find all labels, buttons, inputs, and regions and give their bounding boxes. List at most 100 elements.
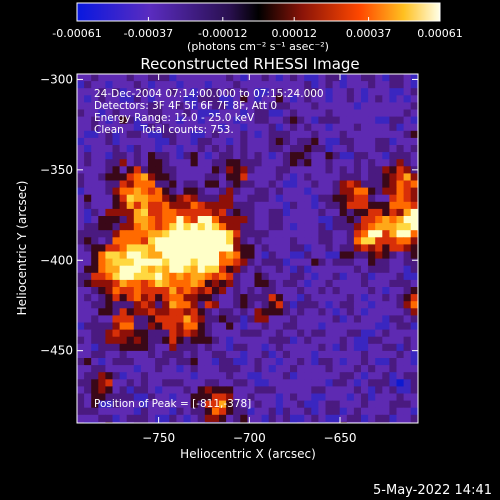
heatmap-cell (240, 322, 248, 330)
heatmap-cell (77, 386, 85, 394)
heatmap-cell (133, 152, 142, 160)
heatmap-cell (155, 407, 163, 416)
heatmap-cell (353, 258, 362, 267)
heatmap-cell (133, 308, 142, 316)
heatmap-cell (311, 258, 319, 267)
heatmap-cell (368, 287, 376, 295)
heatmap-cell (403, 421, 412, 423)
heatmap-cell (183, 336, 191, 345)
heatmap-cell (346, 237, 355, 245)
heatmap-cell (389, 308, 397, 316)
heatmap-cell (368, 294, 376, 302)
heatmap-cell (290, 386, 298, 394)
heatmap-cell (204, 152, 213, 160)
heatmap-cell (361, 109, 369, 117)
heatmap-cell (112, 152, 120, 160)
heatmap-cell (197, 336, 206, 345)
heatmap-cell (119, 372, 128, 380)
heatmap-cell (190, 88, 199, 96)
heatmap-cell (353, 294, 362, 302)
heatmap-cell (240, 372, 248, 380)
heatmap-cell (396, 237, 404, 245)
heatmap-cell (197, 166, 206, 174)
heatmap-cell (91, 258, 99, 267)
heatmap-cell (162, 88, 170, 96)
y-axis-ticks: −300−350−400−450 (40, 72, 418, 358)
heatmap-cell (382, 123, 390, 132)
heatmap-cell (254, 350, 262, 359)
heatmap-cell (162, 336, 170, 345)
heatmap-cell (339, 379, 348, 387)
heatmap-cell (233, 216, 241, 224)
heatmap-cell (148, 223, 156, 231)
heatmap-cell (254, 116, 262, 125)
heatmap-cell (247, 152, 255, 160)
heatmap-cell (261, 315, 270, 323)
heatmap-cell (311, 301, 319, 309)
heatmap-cell (332, 152, 341, 160)
heatmap-cell (325, 81, 333, 89)
heatmap-cell (304, 244, 312, 252)
heatmap-cell (133, 223, 142, 231)
heatmap-cell (162, 166, 170, 174)
heatmap-cell (254, 421, 262, 423)
heatmap-cell (318, 329, 326, 338)
heatmap-cell (375, 145, 383, 153)
heatmap-cell (375, 379, 383, 387)
heatmap-cell (297, 116, 305, 125)
heatmap-cell (226, 74, 234, 82)
heatmap-cell (211, 102, 220, 110)
heatmap-cell (417, 152, 418, 160)
heatmap-cell (112, 137, 120, 146)
heatmap-cell (268, 386, 277, 394)
heatmap-cell (183, 180, 191, 188)
heatmap-cell (290, 350, 298, 359)
heatmap-cell (197, 230, 206, 238)
heatmap-cell (183, 343, 191, 352)
heatmap-cell (226, 322, 234, 330)
heatmap-cell (140, 201, 149, 210)
heatmap-cell (318, 216, 326, 224)
heatmap-cell (311, 109, 319, 117)
heatmap-cell (339, 201, 348, 210)
heatmap-cell (204, 109, 213, 117)
heatmap-cell (183, 137, 191, 146)
heatmap-cell (254, 315, 262, 323)
heatmap-cell (403, 343, 412, 352)
heatmap-cell (304, 180, 312, 188)
heatmap-cell (361, 230, 369, 238)
heatmap-cell (325, 88, 333, 96)
heatmap-cell (290, 187, 298, 196)
heatmap-cell (219, 166, 227, 174)
heatmap-cell (268, 365, 277, 373)
heatmap-cell (361, 223, 369, 231)
heatmap-cell (318, 208, 326, 217)
heatmap-cell (389, 265, 397, 274)
heatmap-cell (204, 194, 213, 203)
heatmap-cell (346, 393, 355, 401)
heatmap-cell (318, 145, 326, 153)
heatmap-cell (126, 358, 135, 366)
heatmap-cell (361, 287, 369, 295)
heatmap-cell (119, 88, 128, 96)
heatmap-cell (403, 116, 412, 125)
heatmap-cell (119, 421, 128, 423)
heatmap-cell (133, 421, 142, 423)
heatmap-cell (148, 272, 156, 281)
heatmap-cell (375, 95, 383, 103)
heatmap-cell (261, 145, 270, 153)
heatmap-cell (140, 379, 149, 387)
heatmap-cell (219, 287, 227, 295)
heatmap-cell (361, 365, 369, 373)
heatmap-cell (162, 343, 170, 352)
heatmap-cell (368, 350, 376, 359)
heatmap-cell (105, 123, 113, 132)
heatmap-cell (339, 187, 348, 196)
heatmap-cell (304, 294, 312, 302)
heatmap-cell (133, 81, 142, 89)
heatmap-cell (190, 152, 199, 160)
heatmap-cell (353, 123, 362, 132)
heatmap-cell (211, 279, 220, 288)
heatmap-cell (162, 308, 170, 316)
heatmap-cell (204, 81, 213, 89)
